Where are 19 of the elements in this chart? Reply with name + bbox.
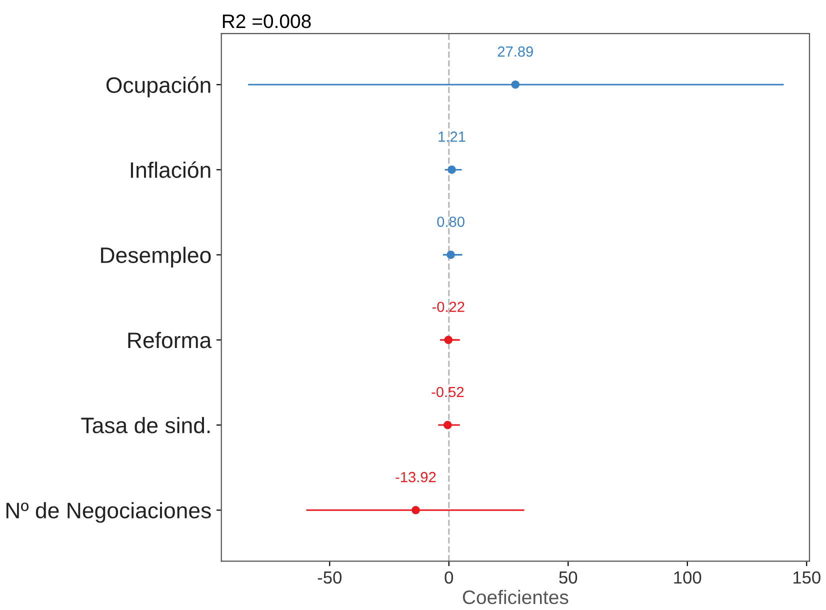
x-tick-label: 50 (559, 571, 578, 584)
y-tick-label: Nº de Negociaciones (6, 502, 211, 523)
y-tick-label: Reforma (128, 332, 212, 348)
data-label: 1.21 (438, 132, 466, 142)
chart-title: R2 =0.008 (222, 14, 311, 28)
x-tick-label: 0 (444, 571, 454, 584)
y-tick-label: Ocupación (106, 76, 210, 98)
data-label: 0.80 (437, 216, 464, 227)
data-label: 27.89 (498, 46, 533, 57)
y-tick-label: Inflación (130, 161, 210, 178)
data-label: -13.92 (396, 472, 436, 482)
x-tick-label: 100 (674, 571, 702, 584)
y-tick-label: Desempleo (101, 246, 211, 268)
x-axis-title: Coeficientes (462, 590, 568, 604)
y-tick-label: Tasa de sind. (81, 416, 210, 434)
data-label: -0.52 (432, 386, 464, 398)
x-tick-label: -50 (318, 571, 342, 584)
x-tick-label: 150 (793, 571, 820, 584)
data-label: -0.22 (432, 302, 464, 312)
